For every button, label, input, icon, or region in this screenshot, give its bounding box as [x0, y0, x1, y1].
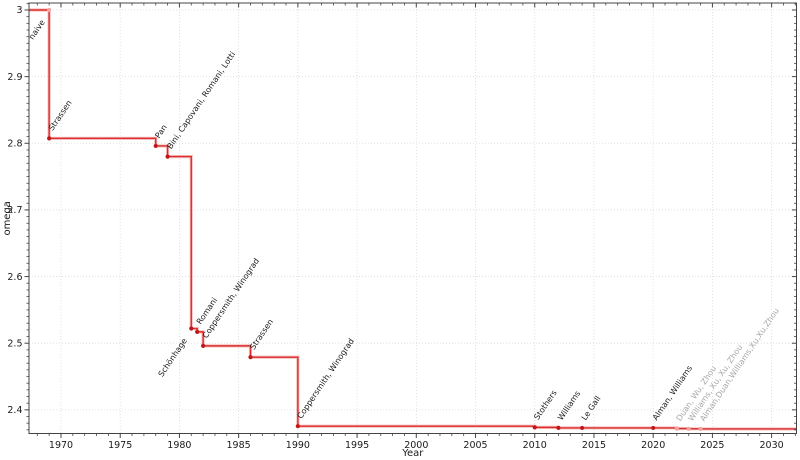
tick-labels: 1970 1975 1980 1985 1990 1995 2000 2005 2010 2015… [7, 5, 783, 451]
data-point-marker [201, 343, 206, 348]
grid-lines [29, 3, 797, 434]
data-point-marker [698, 426, 703, 432]
x-tick-label: 2010 [523, 440, 547, 451]
point-label: Strassen [248, 317, 275, 351]
x-tick-label: 2000 [404, 440, 428, 451]
y-tick-label: 2.8 [7, 139, 22, 150]
data-point-markers [47, 7, 703, 432]
data-point-marker [651, 425, 656, 431]
point-label: Stothers [532, 389, 558, 422]
y-tick-label: 2.5 [7, 338, 22, 349]
y-tick-label: 2.4 [7, 405, 22, 416]
data-point-marker [47, 136, 52, 141]
x-axis-title: Year [401, 448, 424, 459]
point-label: Pan [153, 123, 169, 140]
data-point-marker [532, 425, 537, 430]
y-axis-title: omega [2, 201, 13, 236]
y-tick-label: 2.9 [7, 72, 22, 83]
step-line [29, 8, 797, 431]
x-tick-label: 2005 [463, 440, 487, 451]
y-tick-label: 2.7 [7, 205, 22, 216]
point-label: Williams, Xu, Xu, Zhou [686, 343, 744, 423]
x-tick-label: 1970 [49, 440, 73, 451]
plot-border-box [28, 2, 797, 434]
point-label: Coppersmith, Winograd [296, 337, 356, 420]
y-tick-label: 2.6 [7, 272, 22, 283]
data-point-marker [580, 425, 585, 431]
y-tick-label: 3 [16, 5, 22, 16]
data-point-marker [686, 426, 691, 431]
data-point-marker [47, 7, 52, 13]
x-tick-label: 2015 [582, 440, 606, 451]
point-label: Le Gall [580, 394, 603, 422]
step-line-path [29, 9, 797, 430]
x-tick-label: 1990 [286, 440, 310, 451]
step-line-halo [29, 8, 797, 431]
x-tick-label: 1985 [227, 440, 251, 451]
data-point-marker [248, 355, 253, 360]
point-label: naive [27, 18, 47, 41]
plot-border [28, 2, 797, 434]
data-point-marker [674, 426, 679, 431]
x-tick-label: 1975 [108, 440, 132, 451]
data-point-marker [195, 329, 200, 334]
point-label: Williams [556, 389, 582, 422]
data-point-marker [556, 425, 561, 430]
x-tick-label: 1980 [167, 440, 191, 451]
x-tick-label: 2030 [760, 440, 784, 451]
x-tick-label: 1995 [345, 440, 369, 451]
point-label: Strassen [47, 99, 74, 133]
data-point-marker [295, 424, 300, 429]
x-tick-label: 2020 [641, 440, 665, 451]
point-label: Bini, Capovani, Romani, Lotti [165, 50, 237, 151]
data-point-marker [165, 154, 170, 159]
data-point-marker [189, 326, 194, 331]
data-point-marker [153, 143, 158, 149]
x-tick-label: 2025 [700, 440, 724, 451]
